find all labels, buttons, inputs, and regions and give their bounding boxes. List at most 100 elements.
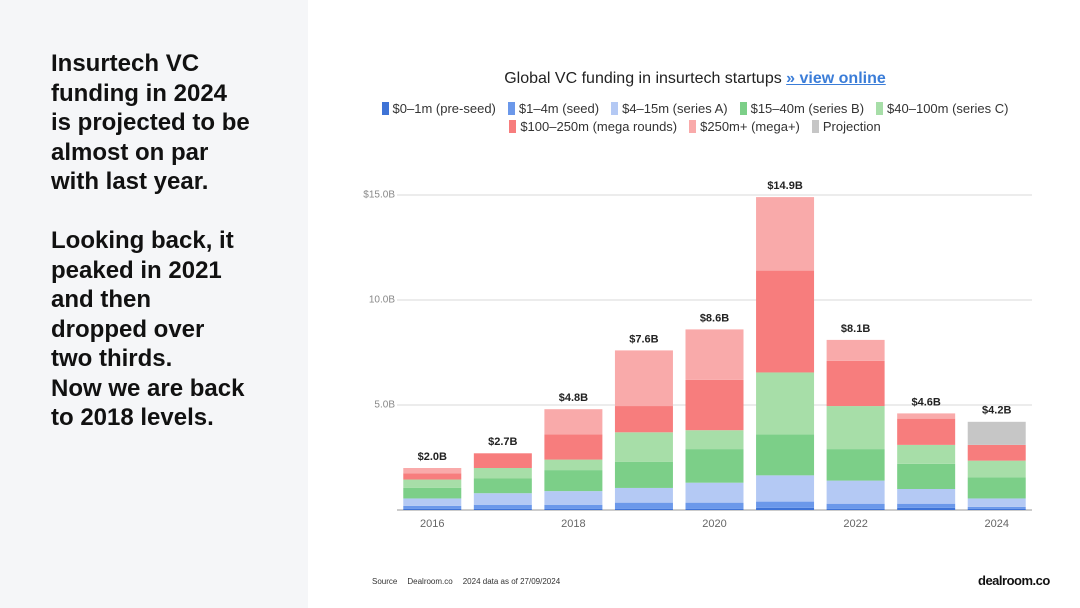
- legend-swatch: [611, 102, 619, 115]
- y-tick-label: 5.0B: [374, 400, 395, 411]
- bar-segment: [685, 482, 744, 503]
- bar-segment: [614, 508, 673, 510]
- bar-segment: [967, 444, 1026, 461]
- text-line: and then: [51, 286, 151, 313]
- bar-segment: [403, 508, 462, 510]
- legend-item[interactable]: $15–40m (series B): [739, 101, 865, 116]
- legend-item[interactable]: $4–15m (series A): [611, 101, 728, 116]
- chart-title: Global VC funding in insurtech startups: [504, 70, 782, 87]
- bar-segment: [756, 270, 815, 373]
- x-tick-label: 2024: [984, 518, 1008, 530]
- bar-segment: [897, 489, 956, 504]
- bar-segment: [897, 418, 956, 445]
- bar-segment: [897, 503, 956, 508]
- total-label: $2.7B: [488, 436, 517, 448]
- view-online-link[interactable]: » view online: [786, 70, 886, 87]
- bar-segment: [826, 503, 885, 509]
- left-panel: Insurtech VC funding in 2024 is projected …: [0, 0, 308, 608]
- legend-label: $250m+ (mega+): [700, 119, 800, 134]
- legend-swatch: [739, 102, 747, 115]
- bar-segment: [826, 406, 885, 450]
- legend-swatch: [507, 102, 515, 115]
- text-line: funding in 2024: [51, 79, 228, 107]
- source-note: 2024 data as of 27/09/2024: [462, 577, 561, 586]
- source: Source Dealroom.co 2024 data as of 27/09/2…: [372, 577, 570, 586]
- total-label: $8.1B: [841, 323, 870, 335]
- bar-segment: [614, 350, 673, 407]
- bar-segment: [756, 434, 815, 476]
- bar-segment: [544, 459, 603, 471]
- bar-segment: [544, 491, 603, 505]
- text-line: peaked in 2021: [51, 256, 222, 284]
- bar-segment: [897, 463, 956, 489]
- legend-swatch: [381, 102, 389, 115]
- bar-segment: [826, 360, 885, 407]
- chart-title-row: Global VC funding in insurtech startups …: [360, 70, 1030, 88]
- bar-segment: [967, 477, 1026, 499]
- bar-segment: [826, 339, 885, 361]
- bar-segment: [967, 498, 1026, 507]
- bar-segment: [544, 470, 603, 492]
- legend-item[interactable]: $40–100m (series C): [876, 101, 1008, 116]
- text-line: Insurtech VC: [51, 50, 200, 77]
- source-name: Dealroom.co: [407, 577, 453, 586]
- bar-segment: [967, 421, 1026, 445]
- bar-segment: [403, 468, 462, 474]
- bar-segment: [756, 475, 815, 502]
- bar-segment: [756, 507, 815, 510]
- legend-label: $100–250m (mega rounds): [520, 119, 678, 134]
- bar-segment: [473, 504, 532, 509]
- paragraph: Looking back, it peaked in 2021 and then dr…: [51, 226, 244, 433]
- bar-segment: [544, 508, 603, 510]
- bar-segment: [826, 480, 885, 504]
- legend-item[interactable]: Projection: [811, 119, 881, 134]
- bar-segment: [473, 468, 532, 479]
- text-line: dropped over: [51, 315, 205, 343]
- bar-segment: [473, 453, 532, 468]
- bar-segment: [685, 379, 744, 431]
- bar-segment: [403, 479, 462, 488]
- bar-segment: [544, 409, 603, 435]
- legend-item[interactable]: $1–4m (seed): [507, 101, 600, 116]
- total-label: $4.2B: [982, 405, 1011, 417]
- bar-segment: [473, 493, 532, 505]
- legend-item[interactable]: $100–250m (mega rounds): [509, 119, 677, 134]
- bar-segment: [614, 432, 673, 462]
- legend-swatch: [689, 120, 697, 133]
- legend-label: $1–4m (seed): [518, 101, 600, 116]
- source-label: Source: [372, 577, 398, 586]
- x-tick-label: 2018: [561, 518, 585, 530]
- bar-segment: [403, 487, 462, 499]
- legend-item[interactable]: $0–1m (pre-seed): [381, 101, 496, 116]
- bar-segment: [685, 329, 744, 380]
- legend-swatch: [876, 102, 884, 115]
- bar-segment: [614, 461, 673, 488]
- bar-segment: [756, 372, 815, 435]
- text-line: to 2018 levels.: [51, 404, 214, 431]
- bar-segment: [685, 508, 744, 510]
- text-line: Now we are back: [51, 374, 245, 402]
- total-label: $8.6B: [700, 312, 729, 324]
- bar-segment: [897, 507, 956, 510]
- y-tick-label: $15.0B: [363, 190, 395, 201]
- legend-item[interactable]: $250m+ (mega+): [689, 119, 800, 134]
- bar-segment: [756, 501, 815, 508]
- bar-segment: [403, 498, 462, 506]
- total-label: $4.6B: [911, 396, 940, 408]
- bar-segment: [685, 449, 744, 483]
- paragraph: Insurtech VC funding in 2024 is projected …: [51, 49, 250, 197]
- total-label: $7.6B: [629, 333, 658, 345]
- bar-segment: [544, 504, 603, 509]
- legend-label: $4–15m (series A): [622, 101, 728, 116]
- bar-segment: [473, 508, 532, 510]
- bar-segment: [967, 460, 1026, 478]
- text-line: two thirds.: [51, 345, 173, 372]
- total-label: $14.9B: [767, 180, 803, 192]
- bar-segment: [685, 502, 744, 509]
- bar-segment: [403, 473, 462, 480]
- text-line: with last year.: [51, 168, 209, 195]
- legend-label: $15–40m (series B): [750, 101, 865, 116]
- legend-label: Projection: [822, 119, 881, 134]
